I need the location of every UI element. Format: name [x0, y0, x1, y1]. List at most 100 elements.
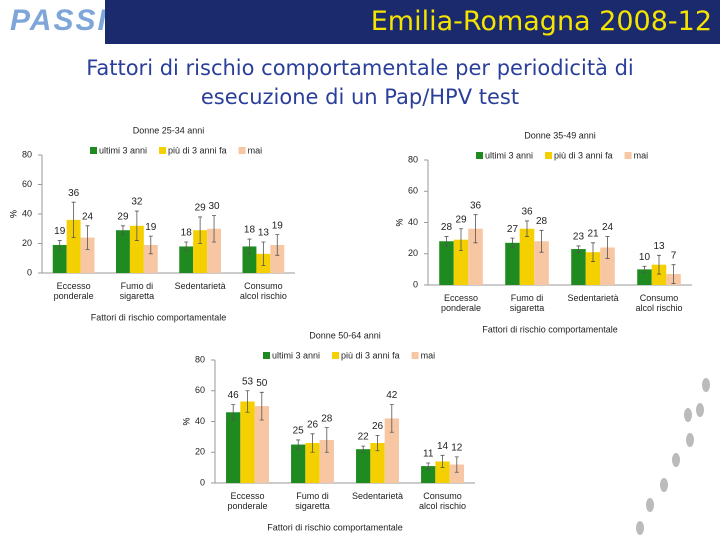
bar — [534, 241, 549, 285]
bar — [66, 219, 81, 273]
y-tick-label: 0 — [200, 477, 205, 487]
x-tick-label: Eccesso ponderale — [440, 293, 482, 313]
y-tick-label: 20 — [408, 248, 418, 258]
data-label: 23 — [573, 232, 585, 243]
bar — [651, 264, 667, 285]
legend-swatch — [545, 152, 553, 159]
data-label: 12 — [451, 443, 463, 454]
y-tick-label: 20 — [195, 447, 205, 457]
bar — [519, 228, 535, 285]
error-bar — [231, 404, 236, 421]
error-bar — [440, 454, 445, 469]
x-axis-label: Fattori di rischio comportamentale — [91, 312, 227, 322]
x-tick-label: Sedentarietà — [567, 293, 619, 303]
bar — [319, 439, 334, 483]
data-label: 19 — [145, 222, 157, 233]
x-tick-label: Sedentarietà — [174, 281, 226, 291]
data-label: 19 — [272, 220, 284, 231]
logo: PASSI — [10, 4, 108, 37]
bar — [449, 464, 464, 483]
legend-swatch — [411, 352, 419, 359]
data-label: 18 — [181, 228, 193, 239]
chart-title: Donne 50-64 anni — [309, 330, 381, 340]
legend-swatch — [332, 352, 340, 359]
legend-label: più di 3 anni fa — [341, 350, 400, 360]
legend-swatch — [159, 147, 167, 154]
bar — [116, 230, 130, 273]
data-label: 29 — [117, 211, 129, 222]
data-label: 26 — [372, 421, 384, 432]
bar — [193, 230, 208, 273]
error-bar — [444, 236, 449, 247]
data-label: 14 — [437, 441, 449, 452]
slide-subtitle: Fattori di rischio comportamentale per p… — [86, 56, 634, 109]
data-label: 36 — [470, 200, 482, 211]
data-label: 29 — [195, 203, 207, 214]
data-label: 10 — [639, 252, 651, 263]
error-bar — [576, 245, 581, 253]
y-tick-label: 0 — [413, 279, 418, 289]
x-tick-label: Consumo alcol rischio — [635, 293, 683, 313]
error-bar — [245, 390, 250, 413]
data-label: 30 — [208, 201, 220, 212]
data-label: 28 — [536, 216, 548, 227]
error-bar — [525, 220, 529, 237]
data-label: 22 — [358, 432, 370, 443]
legend-swatch — [90, 147, 97, 154]
y-tick-label: 80 — [408, 154, 418, 164]
legend-swatch — [238, 147, 246, 154]
bar — [179, 246, 194, 273]
bar — [254, 406, 269, 483]
error-bar — [510, 237, 515, 248]
bar — [468, 228, 483, 285]
legend-swatch — [624, 152, 632, 159]
y-tick-label: 60 — [195, 385, 205, 395]
y-tick-label: 40 — [408, 217, 418, 227]
error-bar — [361, 445, 366, 453]
error-bar — [454, 456, 459, 473]
y-tick-label: 40 — [22, 208, 32, 218]
chart-title: Donne 35-49 anni — [524, 130, 596, 140]
bar — [600, 247, 615, 285]
y-tick-label: 0 — [27, 267, 32, 277]
bar — [384, 418, 399, 483]
data-label: 7 — [671, 250, 677, 261]
data-label: 13 — [258, 228, 270, 239]
x-tick-label: Consumo alcol rischio — [239, 281, 287, 301]
error-bar — [275, 234, 280, 256]
error-bar — [261, 241, 266, 267]
data-label: 24 — [602, 222, 614, 233]
bar — [291, 444, 306, 483]
error-bar — [296, 439, 301, 450]
error-bar — [459, 228, 463, 252]
bar — [207, 228, 221, 273]
error-bar — [212, 215, 217, 243]
bar — [571, 249, 586, 285]
bar — [585, 252, 601, 285]
error-bar — [310, 433, 315, 453]
legend-label: più di 3 anni fa — [554, 150, 613, 160]
slide-title: Emilia-Romagna 2008-12 — [105, 0, 720, 44]
x-tick-label: Sedentarietà — [351, 491, 404, 501]
bar — [453, 239, 469, 285]
legend-label: ultimi 3 anni — [99, 145, 147, 155]
bar — [305, 443, 320, 483]
bar — [370, 443, 385, 483]
x-tick-label: Fumo di sigaretta — [119, 281, 155, 301]
legend-label: ultimi 3 anni — [272, 350, 320, 360]
data-label: 18 — [244, 225, 256, 236]
data-label: 28 — [441, 222, 453, 233]
y-tick-label: 20 — [22, 238, 32, 248]
bar — [242, 246, 257, 273]
data-label: 24 — [82, 211, 94, 222]
data-label: 42 — [386, 390, 398, 401]
bar — [421, 466, 436, 483]
bar — [637, 269, 652, 285]
chart-title: Donne 25-34 anni — [133, 125, 205, 135]
error-bar — [605, 236, 610, 259]
legend-label: mai — [421, 350, 436, 360]
decoration — [636, 378, 710, 535]
x-axis-label: Fattori di rischio comportamentale — [482, 324, 618, 334]
data-label: 46 — [228, 390, 240, 401]
